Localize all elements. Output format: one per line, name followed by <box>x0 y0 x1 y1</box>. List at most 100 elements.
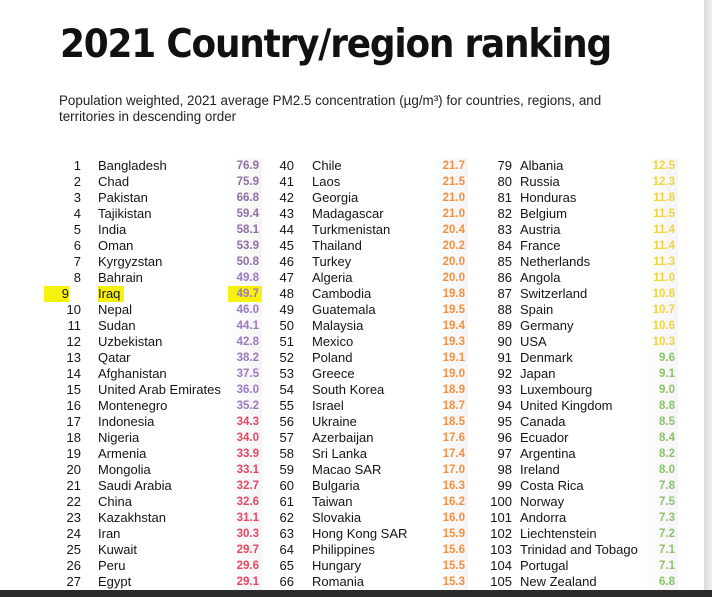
page-subtitle: Population weighted, 2021 average PM2.5 … <box>59 93 602 124</box>
rank-number: 19 <box>66 446 81 461</box>
country-name: Sudan <box>98 318 136 333</box>
ranking-row: 59 Macao SAR 17.0 <box>272 462 468 478</box>
pm25-value: 32.6 <box>228 494 262 510</box>
pm25-value: 10.7 <box>644 302 678 318</box>
pm25-value: 7.5 <box>644 494 678 510</box>
pm25-value: 9.6 <box>644 350 678 366</box>
ranking-row: 101 Andorra 7.3 <box>488 510 678 526</box>
country-name: China <box>98 494 132 509</box>
rank-number: 97 <box>497 446 512 461</box>
country-name: Egypt <box>98 574 132 589</box>
pm25-value: 44.1 <box>228 318 262 334</box>
pm25-value: 35.2 <box>228 398 262 414</box>
pm25-value: 19.5 <box>434 302 468 318</box>
pm25-value: 17.6 <box>434 430 468 446</box>
ranking-row: 62 Slovakia 16.0 <box>272 510 468 526</box>
rank-number: 47 <box>279 270 294 285</box>
pm25-value: 19.8 <box>434 286 468 302</box>
rank-number: 12 <box>66 334 81 349</box>
country-name: Bahrain <box>98 270 143 285</box>
rank-number: 24 <box>66 526 81 541</box>
country-name: United Arab Emirates <box>98 382 221 397</box>
rank-number: 53 <box>279 366 294 381</box>
country-name: Angola <box>520 270 561 285</box>
ranking-row: 26 Peru 29.6 <box>56 558 262 574</box>
rank-number: 21 <box>66 478 81 493</box>
rank-number: 105 <box>490 574 512 589</box>
pm25-value: 11.4 <box>644 238 678 254</box>
pm25-value: 76.9 <box>228 158 262 174</box>
rank-number: 85 <box>497 254 512 269</box>
pm25-value: 16.0 <box>434 510 468 526</box>
rank-number: 92 <box>497 366 512 381</box>
pm25-value: 18.7 <box>434 398 468 414</box>
ranking-row: 88 Spain 10.7 <box>488 302 678 318</box>
pm25-value: 11.8 <box>644 190 678 206</box>
ranking-row: 83 Austria 11.4 <box>488 222 678 238</box>
pm25-value: 8.5 <box>644 414 678 430</box>
country-name: Spain <box>520 302 554 317</box>
country-name: Qatar <box>98 350 131 365</box>
country-name: Norway <box>520 494 565 509</box>
pm25-value: 49.7 <box>228 286 262 302</box>
ranking-row: 65 Hungary 15.5 <box>272 558 468 574</box>
country-name: United Kingdom <box>520 398 613 413</box>
rank-number: 5 <box>73 222 81 237</box>
country-name: Albania <box>520 158 564 173</box>
rank-number: 96 <box>497 430 512 445</box>
country-name: Slovakia <box>312 510 362 525</box>
pm25-value: 7.1 <box>644 542 678 558</box>
country-name: Belgium <box>520 206 567 221</box>
ranking-row: 55 Israel 18.7 <box>272 398 468 414</box>
rank-number: 56 <box>279 414 294 429</box>
pm25-value: 34.3 <box>228 414 262 430</box>
country-name: Denmark <box>520 350 573 365</box>
rank-number: 100 <box>490 494 512 509</box>
ranking-row: 89 Germany 10.6 <box>488 318 678 334</box>
pm25-value: 12.3 <box>644 174 678 190</box>
ranking-row: 105 New Zealand 6.8 <box>488 574 678 590</box>
ranking-row: 15 United Arab Emirates 36.0 <box>56 382 262 398</box>
country-name: Iraq <box>98 286 125 302</box>
pm25-value: 19.4 <box>434 318 468 334</box>
pm25-value: 11.4 <box>644 222 678 238</box>
country-name: Turkey <box>312 254 352 269</box>
country-name: Mexico <box>312 334 354 349</box>
ranking-row: 100 Norway 7.5 <box>488 494 678 510</box>
ranking-row: 45 Thailand 20.2 <box>272 238 468 254</box>
pm25-value: 12.5 <box>644 158 678 174</box>
rank-number: 43 <box>279 206 294 221</box>
rank-number: 10 <box>66 302 81 317</box>
country-name: Trinidad and Tobago <box>520 542 638 557</box>
pm25-value: 9.0 <box>644 382 678 398</box>
rank-number: 62 <box>279 510 294 525</box>
ranking-row: 16 Montenegro 35.2 <box>56 398 262 414</box>
pm25-value: 8.8 <box>644 398 678 414</box>
ranking-row: 50 Malaysia 19.4 <box>272 318 468 334</box>
ranking-row: 97 Argentina 8.2 <box>488 446 678 462</box>
rank-number: 1 <box>73 158 81 173</box>
ranking-row: 63 Hong Kong SAR 15.9 <box>272 526 468 542</box>
rank-number: 25 <box>66 542 81 557</box>
rank-number: 66 <box>279 574 294 589</box>
ranking-row: 3 Pakistan 66.8 <box>56 190 262 206</box>
ranking-row: 51 Mexico 19.3 <box>272 334 468 350</box>
rank-number: 54 <box>279 382 294 397</box>
ranking-row: 23 Kazakhstan 31.1 <box>56 510 262 526</box>
ranking-row: 86 Angola 11.0 <box>488 270 678 286</box>
ranking-row: 46 Turkey 20.0 <box>272 254 468 270</box>
rank-number: 18 <box>66 430 81 445</box>
country-name: Georgia <box>312 190 359 205</box>
ranking-row: 47 Algeria 20.0 <box>272 270 468 286</box>
pm25-value: 8.2 <box>644 446 678 462</box>
pm25-value: 11.3 <box>644 254 678 270</box>
pm25-value: 33.9 <box>228 446 262 462</box>
ranking-row: 7 Kyrgyzstan 50.8 <box>56 254 262 270</box>
pm25-value: 8.4 <box>644 430 678 446</box>
country-name: Bangladesh <box>98 158 167 173</box>
rank-number: 40 <box>279 158 294 173</box>
country-name: Sri Lanka <box>312 446 367 461</box>
ranking-row-highlighted: 9 Iraq 49.7 <box>44 286 262 302</box>
ranking-row: 17 Indonesia 34.3 <box>56 414 262 430</box>
country-name: Cambodia <box>312 286 372 301</box>
